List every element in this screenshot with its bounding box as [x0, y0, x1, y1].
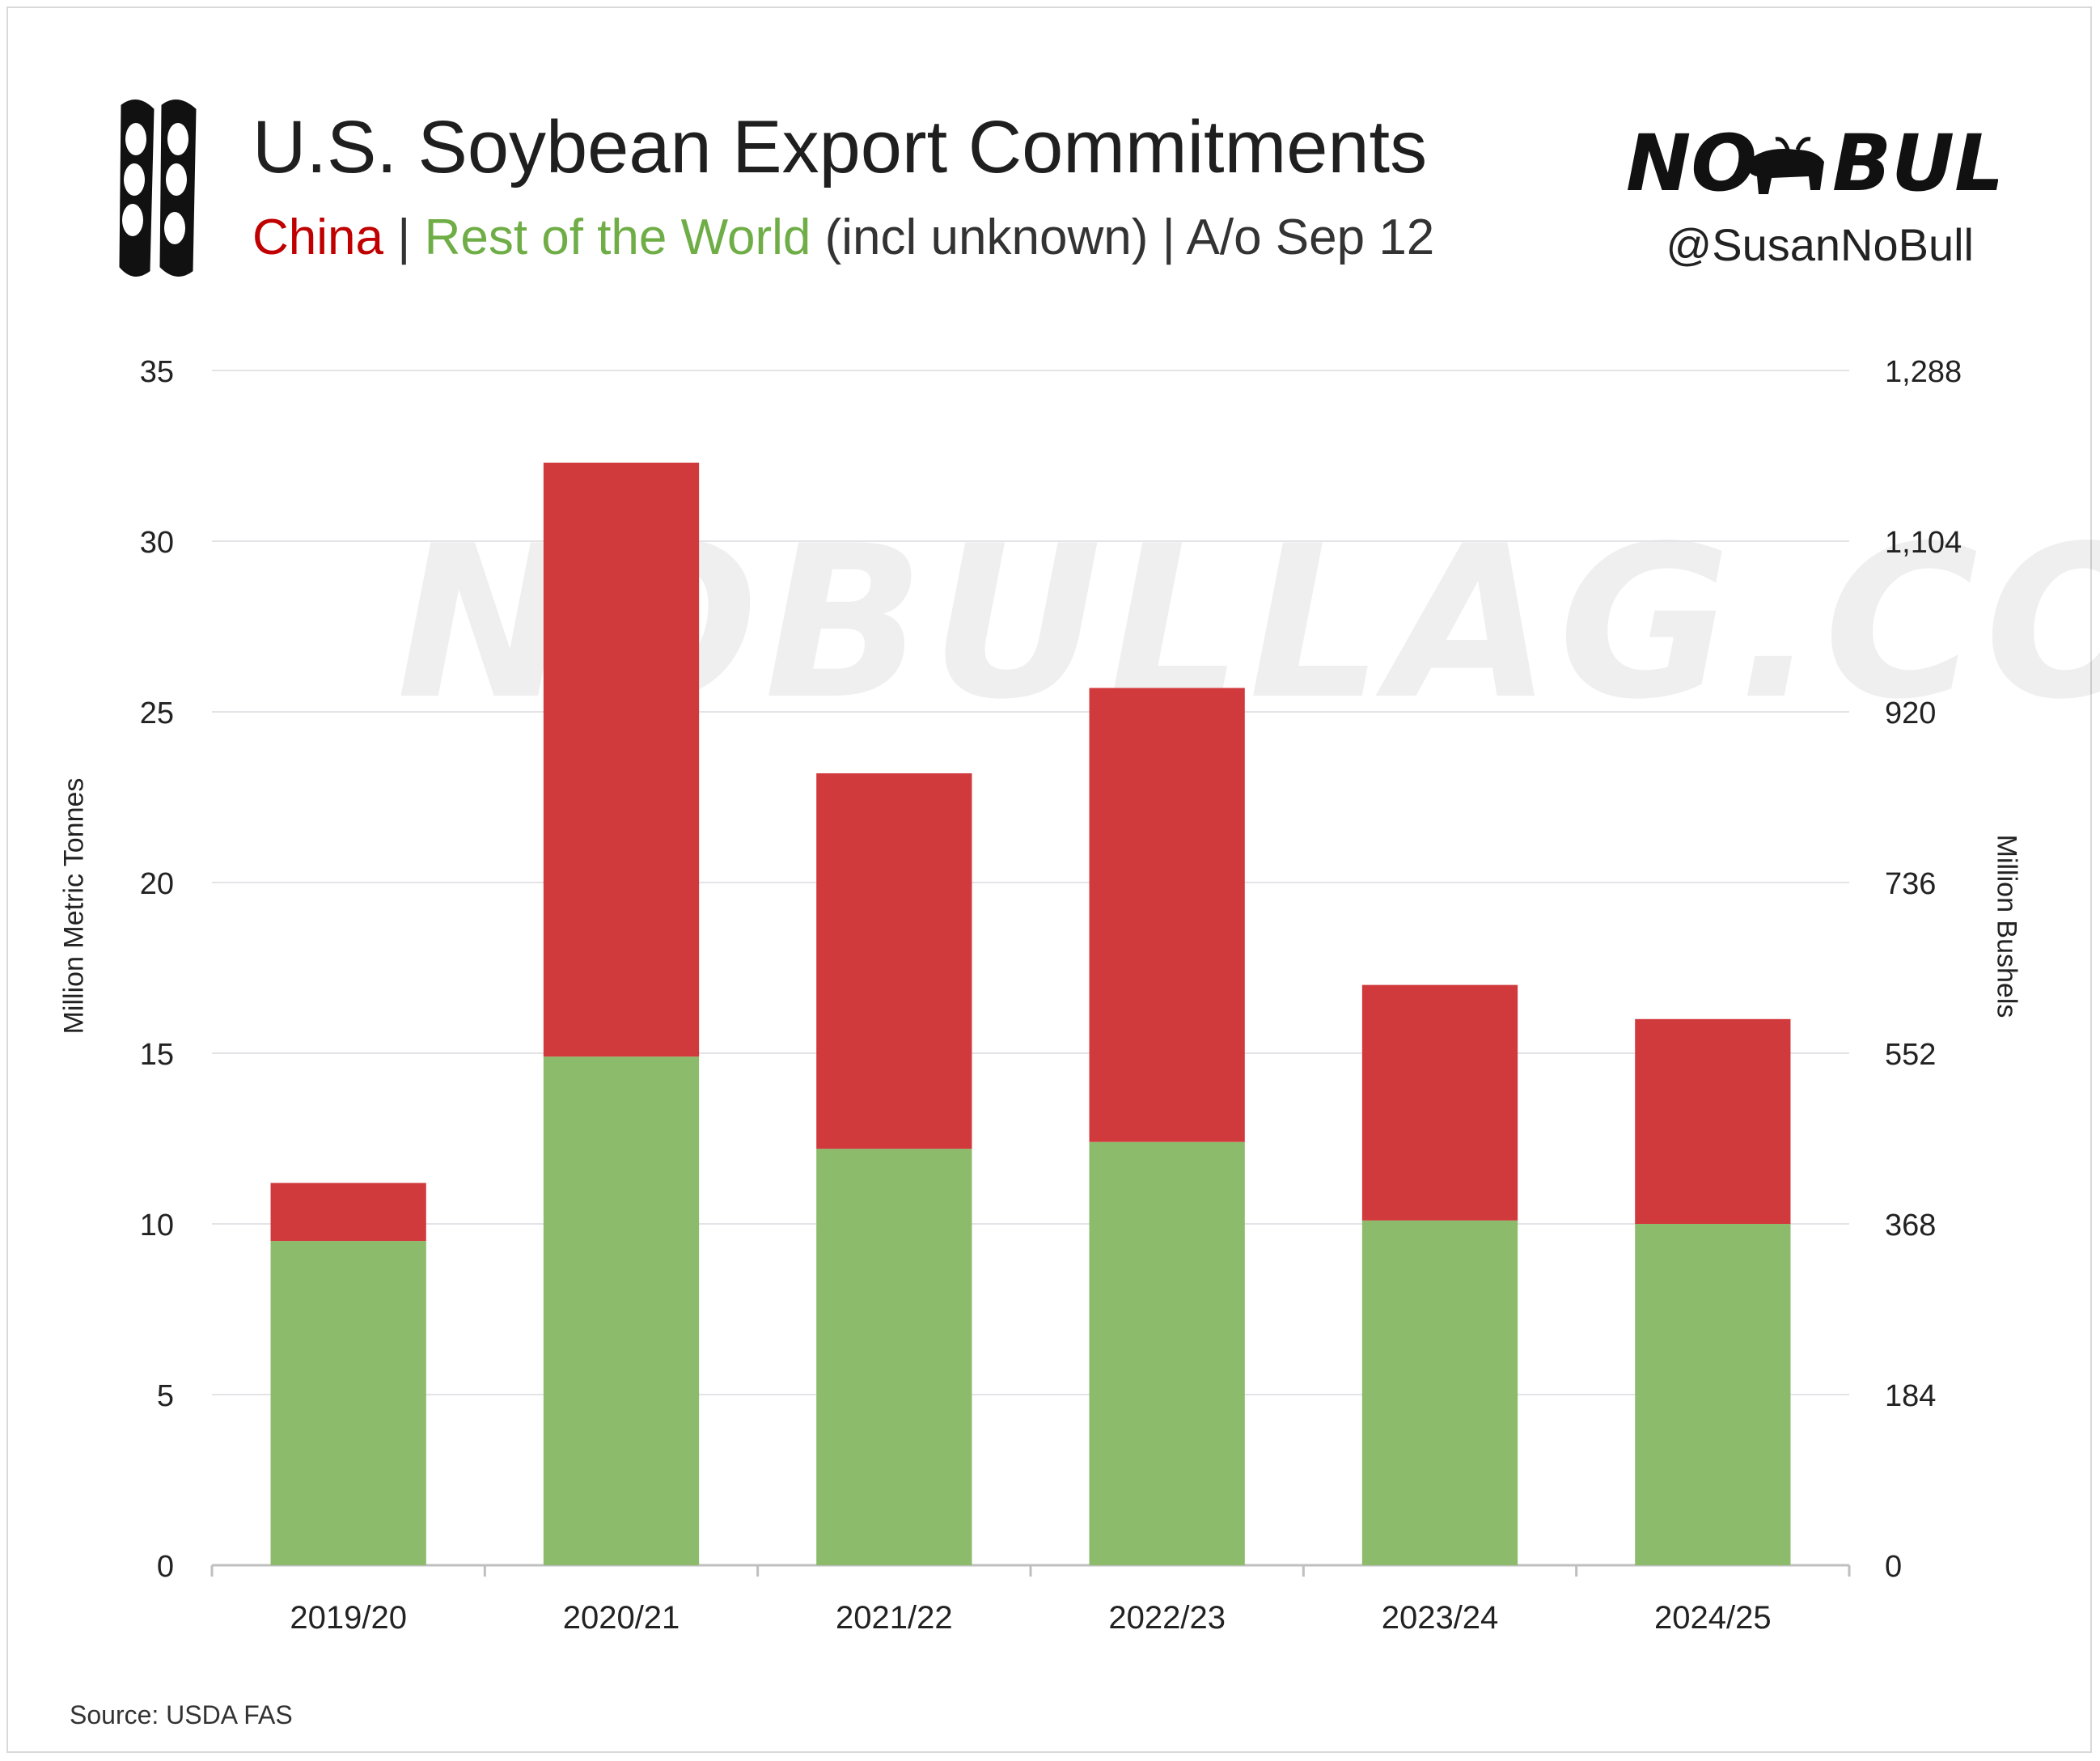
y-tick-label-right: 1,288 [1885, 355, 1962, 389]
x-tick-label: 2021/22 [836, 1600, 953, 1636]
brand-logo: NO BULL [1626, 118, 1998, 209]
bar-china [1635, 1018, 1791, 1224]
y-tick-label-right: 184 [1885, 1379, 1936, 1413]
source-note: Source: USDA FAS [70, 1700, 293, 1729]
y-axis-left-title: Million Metric Tonnes [58, 777, 90, 1035]
y-tick-label-right: 1,104 [1885, 526, 1962, 560]
y-tick-label-right: 552 [1885, 1038, 1936, 1072]
y-axis-left-ticks: 0 5 10 15 20 25 30 35 [140, 355, 174, 1584]
bar-china [270, 1183, 426, 1242]
chart-frame [6, 6, 2092, 1753]
y-tick-label-right: 368 [1885, 1209, 1936, 1242]
y-axis-right-title: Million Bushels [1991, 834, 2022, 1018]
bar-rest-of-world [1089, 1141, 1245, 1565]
chart-subtitle: China | Rest of the World (incl unknown)… [252, 209, 1434, 266]
x-tick-label: 2020/21 [563, 1600, 680, 1636]
bars [270, 462, 1791, 1565]
bar-rest-of-world [543, 1056, 700, 1565]
bar-china [543, 462, 700, 1057]
x-tick-label: 2022/23 [1108, 1600, 1226, 1636]
bar-rest-of-world [270, 1241, 426, 1565]
x-tick-label: 2023/24 [1382, 1600, 1499, 1636]
gridlines [212, 370, 1849, 1567]
svg-text:BULL: BULL [1832, 118, 1998, 209]
soybean-pods-icon [119, 99, 197, 277]
x-axis-ticks: 2019/20 2020/21 2021/22 2022/23 2023/24 2024/… [210, 1565, 1851, 1636]
brand-logo-text: NO [1626, 118, 1757, 209]
y-tick-label-left: 0 [157, 1550, 174, 1584]
y-tick-label-left: 20 [140, 867, 174, 901]
y-tick-label-right: 736 [1885, 867, 1936, 901]
y-axis-right-ticks: 0 184 368 552 736 920 1,104 1,288 [1885, 355, 1962, 1584]
x-tick-label: 2019/20 [290, 1600, 407, 1636]
bull-icon [1746, 137, 1824, 194]
x-tick-label: 2024/25 [1654, 1600, 1772, 1636]
subtitle-rest: (incl unknown) | A/o Sep 12 [811, 210, 1435, 265]
y-tick-label-right: 0 [1885, 1550, 1902, 1584]
y-tick-label-right: 920 [1885, 696, 1936, 730]
bar-china [816, 773, 972, 1149]
bar-china [1361, 984, 1518, 1221]
bar-china [1089, 688, 1245, 1142]
y-tick-label-left: 25 [140, 696, 174, 730]
subtitle-separator: | [383, 210, 425, 265]
y-tick-label-left: 30 [140, 526, 174, 560]
y-tick-label-left: 15 [140, 1038, 174, 1072]
twitter-handle: @SusanNoBull [1666, 219, 1974, 270]
y-tick-label-left: 35 [140, 355, 174, 389]
y-tick-label-left: 10 [140, 1209, 174, 1242]
chart-title: U.S. Soybean Export Commitments [252, 106, 1428, 188]
legend-rest-of-world: Rest of the World [424, 210, 811, 265]
y-tick-label-left: 5 [157, 1379, 174, 1413]
bar-rest-of-world [1635, 1224, 1791, 1565]
bar-rest-of-world [816, 1149, 972, 1565]
bar-rest-of-world [1361, 1220, 1518, 1565]
legend-china: China [252, 210, 383, 265]
